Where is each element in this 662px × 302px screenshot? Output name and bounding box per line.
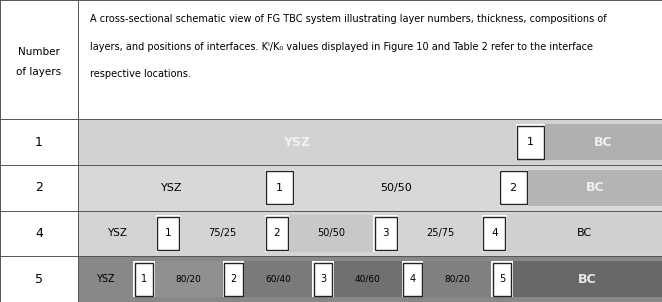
Text: 1: 1 xyxy=(35,136,43,149)
Bar xyxy=(517,126,544,159)
Bar xyxy=(78,169,265,206)
Bar xyxy=(334,261,402,297)
Text: YSZ: YSZ xyxy=(283,136,310,149)
Text: 2: 2 xyxy=(273,229,280,239)
Bar xyxy=(500,171,526,204)
Bar xyxy=(265,215,289,252)
Bar xyxy=(545,124,662,160)
Bar xyxy=(244,261,312,297)
Bar xyxy=(482,215,506,252)
Text: 80/20: 80/20 xyxy=(444,275,470,284)
Bar xyxy=(498,169,528,206)
Text: 60/40: 60/40 xyxy=(265,275,291,284)
Bar xyxy=(265,169,294,206)
Bar xyxy=(156,215,180,252)
Text: respective locations.: respective locations. xyxy=(90,69,191,79)
Text: 1: 1 xyxy=(276,183,283,193)
Text: 1: 1 xyxy=(527,137,534,147)
Bar xyxy=(289,215,373,252)
Bar xyxy=(314,263,332,296)
Bar xyxy=(78,215,156,252)
Text: BC: BC xyxy=(594,136,613,149)
Bar xyxy=(266,171,293,204)
Bar xyxy=(373,215,398,252)
Bar xyxy=(180,215,265,252)
Text: 3: 3 xyxy=(382,229,389,239)
Bar xyxy=(312,261,334,297)
Text: 80/20: 80/20 xyxy=(176,275,202,284)
Text: 1: 1 xyxy=(165,229,171,239)
Bar xyxy=(133,261,155,297)
Text: A cross-sectional schematic view of FG TBC system illustrating layer numbers, th: A cross-sectional schematic view of FG T… xyxy=(90,14,606,24)
Text: 4: 4 xyxy=(410,274,416,284)
Text: 50/50: 50/50 xyxy=(317,229,345,239)
Bar xyxy=(402,261,423,297)
Bar xyxy=(134,263,154,296)
Text: YSZ: YSZ xyxy=(161,183,182,193)
Text: 4: 4 xyxy=(491,229,498,239)
Bar xyxy=(513,261,662,297)
Text: 2: 2 xyxy=(35,181,43,194)
Bar xyxy=(483,217,505,250)
Bar xyxy=(157,217,179,250)
Text: BC: BC xyxy=(577,229,592,239)
Bar xyxy=(78,124,516,160)
Bar xyxy=(398,215,482,252)
Bar xyxy=(294,169,498,206)
Text: 40/60: 40/60 xyxy=(355,275,381,284)
Text: 50/50: 50/50 xyxy=(381,183,412,193)
Text: 2: 2 xyxy=(510,183,516,193)
Bar xyxy=(528,169,662,206)
Text: layers, and positions of interfaces. Kᴵ/K₀ values displayed in Figure 10 and Tab: layers, and positions of interfaces. Kᴵ/… xyxy=(90,42,592,52)
Bar xyxy=(375,217,397,250)
Text: YSZ: YSZ xyxy=(107,229,127,239)
Bar xyxy=(266,217,288,250)
Text: 3: 3 xyxy=(320,274,326,284)
Text: YSZ: YSZ xyxy=(97,274,115,284)
Text: 25/75: 25/75 xyxy=(426,229,454,239)
Bar xyxy=(491,261,513,297)
Bar xyxy=(403,263,422,296)
Text: of layers: of layers xyxy=(17,67,62,77)
Text: BC: BC xyxy=(578,273,596,286)
Bar xyxy=(155,261,223,297)
Text: 5: 5 xyxy=(499,274,505,284)
Text: BC: BC xyxy=(586,181,604,194)
Bar xyxy=(493,263,512,296)
Text: 5: 5 xyxy=(35,273,43,286)
Text: 2: 2 xyxy=(230,274,236,284)
Text: Number: Number xyxy=(18,47,60,57)
Text: 75/25: 75/25 xyxy=(209,229,236,239)
Bar xyxy=(224,263,243,296)
Bar xyxy=(78,261,133,297)
Text: 1: 1 xyxy=(141,274,147,284)
Bar xyxy=(516,124,545,160)
Bar xyxy=(506,215,662,252)
Bar xyxy=(223,261,244,297)
Bar xyxy=(423,261,491,297)
Text: 4: 4 xyxy=(35,227,43,240)
